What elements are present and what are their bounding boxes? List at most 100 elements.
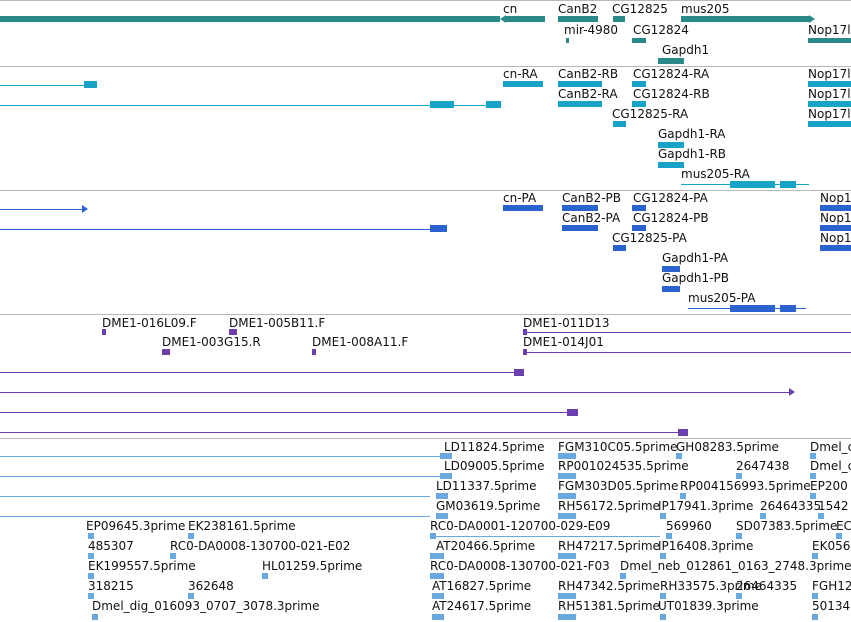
gene-feature-cn[interactable] (506, 16, 545, 22)
protein-gapdh1-pb[interactable] (662, 286, 680, 292)
gene-feature[interactable] (0, 16, 500, 22)
protein-canb2-pb[interactable] (562, 205, 598, 211)
est-marker[interactable] (262, 573, 268, 579)
protein-mus205-pa[interactable] (730, 305, 775, 312)
protein-nop1-2[interactable] (820, 225, 851, 231)
est-line[interactable] (0, 476, 440, 477)
protein-line[interactable] (0, 229, 440, 230)
clone-line[interactable] (523, 352, 851, 353)
transcript-canb2-ra[interactable] (558, 101, 602, 107)
est-marker[interactable] (660, 513, 666, 519)
transcript-cg12824-ra[interactable] (632, 81, 646, 87)
est-marker[interactable] (676, 453, 682, 459)
transcript-exon[interactable] (430, 101, 454, 108)
clone-line[interactable] (0, 372, 516, 373)
transcript-cn-ra[interactable] (503, 81, 543, 87)
clone-line[interactable] (0, 392, 790, 393)
transcript-exon[interactable] (84, 81, 97, 88)
protein-line[interactable] (0, 209, 82, 210)
clone-marker[interactable] (523, 349, 527, 355)
protein-nop1-3[interactable] (820, 245, 851, 251)
transcript-nop17l-2[interactable] (808, 101, 851, 107)
est-line[interactable] (430, 536, 660, 537)
est-marker[interactable] (736, 533, 742, 539)
clone-marker[interactable] (102, 329, 106, 335)
est-line[interactable] (0, 456, 440, 457)
est-marker[interactable] (88, 593, 94, 599)
gene-feature-mir4980[interactable] (566, 38, 569, 43)
transcript-line[interactable] (0, 85, 90, 86)
est-marker[interactable] (666, 533, 672, 539)
transcript-nop17l-1[interactable] (808, 81, 851, 87)
est-marker[interactable] (810, 453, 816, 459)
est-marker[interactable] (558, 453, 576, 459)
clone-marker[interactable] (312, 349, 316, 355)
est-marker[interactable] (736, 593, 742, 599)
transcript-gapdh1-ra[interactable] (658, 142, 684, 148)
gene-feature-cg12824[interactable] (632, 38, 646, 43)
est-marker[interactable] (436, 513, 448, 519)
protein-cn-pa[interactable] (503, 205, 543, 211)
clone-line[interactable] (0, 412, 568, 413)
transcript-cg12824-rb[interactable] (632, 101, 646, 107)
gene-feature-canb2[interactable] (558, 16, 598, 22)
est-marker[interactable] (620, 573, 626, 579)
est-marker[interactable] (558, 614, 576, 620)
est-marker[interactable] (88, 533, 94, 539)
transcript-exon[interactable] (486, 101, 501, 108)
est-marker[interactable] (558, 553, 576, 559)
transcript-canb2-rb[interactable] (558, 81, 602, 87)
est-line[interactable] (0, 496, 430, 497)
protein-canb2-pa[interactable] (562, 225, 598, 231)
est-marker[interactable] (810, 473, 816, 479)
est-marker[interactable] (430, 533, 436, 539)
est-marker[interactable] (432, 593, 444, 599)
est-marker[interactable] (818, 513, 824, 519)
est-line[interactable] (0, 516, 430, 517)
est-marker[interactable] (170, 553, 176, 559)
est-marker[interactable] (432, 614, 444, 620)
gene-feature-mus205[interactable] (681, 16, 809, 22)
est-marker[interactable] (810, 493, 816, 499)
est-marker[interactable] (88, 553, 94, 559)
est-marker[interactable] (836, 533, 842, 539)
protein-gapdh1-pa[interactable] (662, 266, 680, 272)
protein-cg12825-pa[interactable] (613, 245, 626, 251)
est-marker[interactable] (680, 493, 686, 499)
protein-nop1-1[interactable] (820, 205, 851, 211)
transcript-nop17l-3[interactable] (808, 121, 851, 127)
est-marker[interactable] (188, 593, 194, 599)
transcript-exon[interactable] (780, 181, 796, 188)
clone-marker[interactable] (523, 329, 527, 335)
est-marker[interactable] (88, 573, 94, 579)
clone-marker[interactable] (567, 409, 578, 416)
clone-line[interactable] (0, 432, 680, 433)
est-marker[interactable] (188, 533, 194, 539)
est-marker[interactable] (440, 473, 452, 479)
est-marker[interactable] (760, 513, 766, 519)
est-marker[interactable] (558, 513, 576, 519)
est-marker[interactable] (430, 553, 444, 559)
clone-marker[interactable] (162, 349, 170, 355)
transcript-line[interactable] (0, 105, 500, 106)
transcript-cg12825-ra[interactable] (613, 121, 626, 127)
protein-cg12824-pa[interactable] (632, 205, 646, 211)
est-marker[interactable] (558, 473, 576, 479)
est-marker[interactable] (812, 553, 818, 559)
est-marker[interactable] (660, 593, 666, 599)
est-marker[interactable] (436, 493, 448, 499)
est-marker[interactable] (660, 553, 666, 559)
est-marker[interactable] (812, 593, 818, 599)
clone-marker[interactable] (678, 429, 688, 436)
transcript-mus205-ra[interactable] (730, 181, 775, 188)
est-marker[interactable] (92, 614, 98, 620)
est-marker[interactable] (558, 493, 576, 499)
est-marker[interactable] (558, 593, 576, 599)
est-marker[interactable] (440, 453, 452, 459)
clone-marker[interactable] (514, 369, 524, 376)
clone-marker[interactable] (229, 329, 237, 335)
est-marker[interactable] (660, 614, 666, 620)
gene-feature-nop17l[interactable] (808, 38, 851, 43)
protein-exon[interactable] (780, 305, 796, 312)
transcript-gapdh1-rb[interactable] (658, 162, 684, 168)
